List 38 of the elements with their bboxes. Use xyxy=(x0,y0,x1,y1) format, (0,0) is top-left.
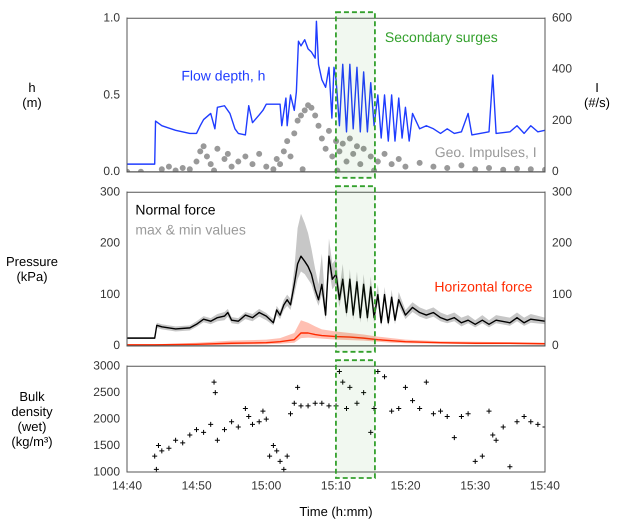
y-tick-label: 2500 xyxy=(93,384,120,399)
x-tick-label: 15:00 xyxy=(251,478,282,493)
y2-tick-label: 200 xyxy=(552,112,572,127)
x-tick-label: 15:20 xyxy=(390,478,421,493)
x-tick-label: 15:30 xyxy=(460,478,491,493)
x-tick-label: 15:10 xyxy=(320,478,352,493)
band-label: Secondary surges xyxy=(384,29,498,46)
series-label: Flow depth, h xyxy=(181,67,266,84)
y-tick-label: 1.0 xyxy=(103,10,120,25)
y-tick-label: 0.5 xyxy=(103,87,120,102)
annotation: max & min values xyxy=(135,221,246,238)
y2-tick-label: 200 xyxy=(552,236,572,250)
y-tick-label: 2000 xyxy=(93,411,120,426)
y-tick-label: 0.0 xyxy=(103,164,120,178)
y2-tick-label: 0 xyxy=(552,164,559,178)
x-tick-label: 14:50 xyxy=(182,478,212,493)
y2-tick-label: 100 xyxy=(552,286,572,301)
x-axis-title: Time (h:mm) xyxy=(299,504,373,519)
y-axis-title: h (m) xyxy=(21,80,43,110)
y-tick-label: 3000 xyxy=(93,358,120,373)
y-axis-title: Bulk density (wet) (kg/m³) xyxy=(10,389,54,450)
series-label: Geo. Impulses, I xyxy=(434,144,537,160)
y2-tick-label: 400 xyxy=(552,62,572,76)
y-tick-label: 200 xyxy=(100,236,120,250)
y2-tick-label: 0 xyxy=(552,338,559,352)
x-tick-label: 14:40 xyxy=(112,478,142,493)
y-axis-title: Pressure (kPa) xyxy=(4,254,60,284)
y-tick-label: 300 xyxy=(100,184,120,199)
y2-tick-label: 600 xyxy=(552,10,572,25)
text: Horizontal force xyxy=(434,278,533,294)
y2-tick-label: 300 xyxy=(552,184,572,199)
y-tick-label: 1500 xyxy=(93,438,120,452)
y-tick-label: 0 xyxy=(113,338,120,352)
x-tick-label: 15:40 xyxy=(530,478,560,493)
text: Normal force xyxy=(135,201,216,218)
y-tick-label: 1000 xyxy=(93,464,120,478)
y2-axis-title: I (#/s) xyxy=(583,80,611,110)
y-tick-label: 100 xyxy=(100,286,120,301)
